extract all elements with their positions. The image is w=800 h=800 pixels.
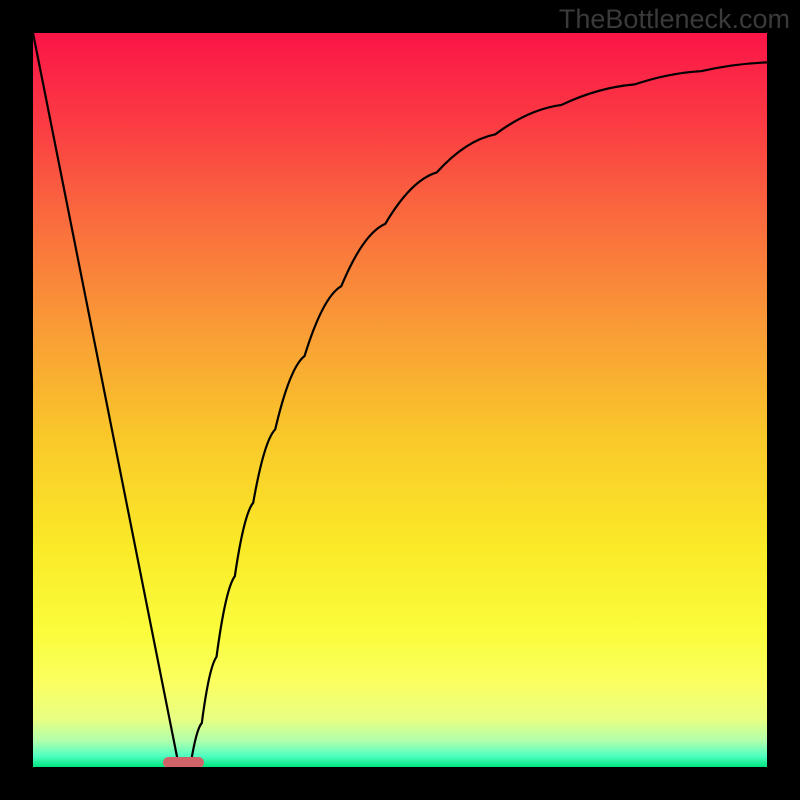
frame-border-bottom (0, 767, 800, 800)
frame-border-left (0, 0, 33, 800)
watermark-text: TheBottleneck.com (559, 4, 790, 35)
frame-border-right (767, 0, 800, 800)
bottleneck-curve (33, 33, 767, 767)
optimal-marker (163, 757, 204, 767)
plot-area (33, 33, 767, 767)
